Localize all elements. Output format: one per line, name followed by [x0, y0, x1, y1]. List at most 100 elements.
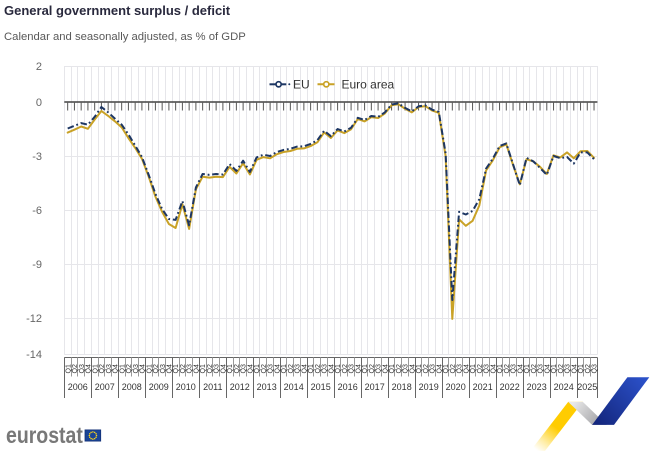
svg-text:General government surplus / d: General government surplus / deficit	[4, 3, 231, 18]
svg-text:Q2: Q2	[99, 364, 106, 373]
svg-text:2018: 2018	[392, 382, 412, 392]
svg-text:Calendar and seasonally adjust: Calendar and seasonally adjusted, as % o…	[4, 31, 246, 43]
svg-text:Q3: Q3	[403, 364, 410, 373]
svg-text:eurostat: eurostat	[6, 422, 83, 448]
svg-text:Euro area: Euro area	[342, 78, 395, 92]
svg-text:Q4: Q4	[463, 364, 470, 373]
svg-text:Q1: Q1	[92, 364, 99, 373]
svg-text:2011: 2011	[203, 382, 222, 392]
svg-text:2023: 2023	[527, 382, 547, 392]
svg-text:2024: 2024	[554, 382, 574, 392]
svg-text:Q3: Q3	[457, 364, 464, 373]
svg-text:Q1: Q1	[173, 364, 180, 373]
svg-text:Q2: Q2	[180, 364, 187, 373]
svg-text:Q3: Q3	[160, 364, 167, 373]
svg-text:Q4: Q4	[193, 364, 200, 373]
svg-text:Q1: Q1	[119, 364, 126, 373]
svg-text:Q1: Q1	[524, 364, 531, 373]
svg-text:Q4: Q4	[544, 364, 551, 373]
svg-text:Q3: Q3	[241, 364, 248, 373]
svg-text:Q4: Q4	[409, 364, 416, 373]
svg-text:Q4: Q4	[113, 364, 120, 373]
svg-text:2025: 2025	[577, 382, 597, 392]
svg-text:Q3: Q3	[79, 364, 86, 373]
svg-text:Q2: Q2	[558, 364, 565, 373]
svg-text:Q2: Q2	[504, 364, 511, 373]
svg-text:Q2: Q2	[261, 364, 268, 373]
svg-text:Q4: Q4	[490, 364, 497, 373]
svg-text:Q3: Q3	[538, 364, 545, 373]
svg-text:Q3: Q3	[187, 364, 194, 373]
svg-text:Q3: Q3	[484, 364, 491, 373]
svg-text:Q4: Q4	[436, 364, 443, 373]
svg-text:2019: 2019	[419, 382, 439, 392]
svg-text:Q2: Q2	[477, 364, 484, 373]
svg-text:Q4: Q4	[382, 364, 389, 373]
svg-text:0: 0	[36, 97, 42, 109]
svg-text:2021: 2021	[473, 382, 493, 392]
svg-text:2012: 2012	[230, 382, 250, 392]
svg-text:Q2: Q2	[369, 364, 376, 373]
svg-text:Q3: Q3	[565, 364, 572, 373]
svg-text:2: 2	[36, 61, 42, 73]
svg-text:2013: 2013	[257, 382, 277, 392]
svg-text:Q1: Q1	[416, 364, 423, 373]
svg-text:Q2: Q2	[423, 364, 430, 373]
svg-text:Q1: Q1	[65, 364, 72, 373]
svg-text:Q4: Q4	[571, 364, 578, 373]
svg-text:Q3: Q3	[268, 364, 275, 373]
svg-text:EU: EU	[293, 78, 310, 92]
svg-text:2022: 2022	[500, 382, 520, 392]
svg-text:Q1: Q1	[497, 364, 504, 373]
svg-text:2008: 2008	[122, 382, 142, 392]
svg-text:Q2: Q2	[315, 364, 322, 373]
svg-text:Q2: Q2	[396, 364, 403, 373]
svg-text:Q1: Q1	[443, 364, 450, 373]
svg-text:Q2: Q2	[72, 364, 79, 373]
svg-text:Q2: Q2	[234, 364, 241, 373]
svg-text:Q2: Q2	[531, 364, 538, 373]
svg-text:Q3: Q3	[511, 364, 518, 373]
svg-text:Q1: Q1	[551, 364, 558, 373]
svg-text:Q2: Q2	[126, 364, 133, 373]
svg-text:Q3: Q3	[133, 364, 140, 373]
svg-text:2007: 2007	[95, 382, 115, 392]
svg-text:-3: -3	[32, 151, 42, 163]
svg-text:Q1: Q1	[308, 364, 315, 373]
svg-text:2010: 2010	[176, 382, 196, 392]
svg-text:Q3: Q3	[322, 364, 329, 373]
svg-text:Q1: Q1	[227, 364, 234, 373]
svg-text:Q3: Q3	[214, 364, 221, 373]
svg-text:2016: 2016	[338, 382, 358, 392]
svg-text:Q2: Q2	[153, 364, 160, 373]
svg-text:Q1: Q1	[578, 364, 585, 373]
svg-text:Q1: Q1	[362, 364, 369, 373]
svg-text:2009: 2009	[149, 382, 169, 392]
svg-text:Q2: Q2	[450, 364, 457, 373]
svg-text:-6: -6	[32, 205, 42, 217]
svg-text:2017: 2017	[365, 382, 385, 392]
svg-text:Q4: Q4	[301, 364, 308, 373]
svg-text:2015: 2015	[311, 382, 331, 392]
svg-text:Q2: Q2	[207, 364, 214, 373]
svg-text:Q3: Q3	[295, 364, 302, 373]
svg-text:2014: 2014	[284, 382, 304, 392]
svg-text:Q4: Q4	[140, 364, 147, 373]
svg-text:Q4: Q4	[517, 364, 524, 373]
svg-text:Q3: Q3	[592, 364, 599, 373]
svg-text:Q1: Q1	[254, 364, 261, 373]
svg-text:Q4: Q4	[220, 364, 227, 373]
svg-text:Q1: Q1	[146, 364, 153, 373]
svg-text:Q4: Q4	[274, 364, 281, 373]
svg-text:Q3: Q3	[376, 364, 383, 373]
svg-text:Q1: Q1	[470, 364, 477, 373]
svg-text:Q4: Q4	[355, 364, 362, 373]
svg-text:Q3: Q3	[430, 364, 437, 373]
svg-text:Q4: Q4	[247, 364, 254, 373]
svg-text:Q1: Q1	[335, 364, 342, 373]
svg-text:Q2: Q2	[342, 364, 349, 373]
svg-text:-12: -12	[26, 313, 42, 325]
svg-text:Q1: Q1	[389, 364, 396, 373]
svg-text:Q4: Q4	[86, 364, 93, 373]
svg-text:Q3: Q3	[106, 364, 113, 373]
